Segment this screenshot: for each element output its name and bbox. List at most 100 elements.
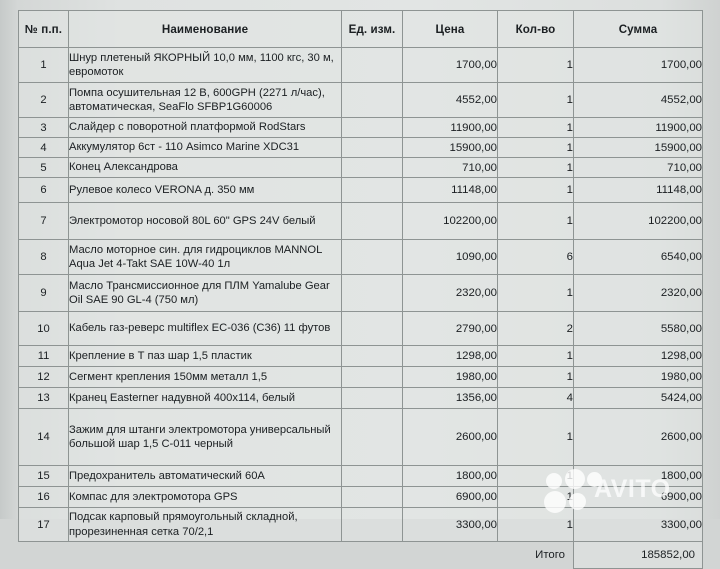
row-unit — [341, 311, 403, 346]
row-number: 9 — [18, 274, 69, 312]
row-quantity: 1 — [497, 345, 574, 367]
row-number: 4 — [18, 137, 69, 158]
row-number: 16 — [18, 486, 69, 508]
row-name: Предохранитель автоматический 60А — [68, 465, 342, 487]
totals-spacer — [19, 542, 498, 569]
row-sum: 2320,00 — [573, 274, 703, 312]
row-name: Рулевое колесо VERONA д. 350 мм — [68, 177, 342, 203]
row-name: Шнур плетеный ЯКОРНЫЙ 10,0 мм, 1100 кгс,… — [68, 47, 342, 83]
row-name: Зажим для штанги электромотора универсал… — [68, 408, 342, 466]
row-sum: 1700,00 — [573, 47, 703, 83]
table-header: № п.п. Наименование Ед. изм. Цена Кол-во… — [18, 10, 703, 48]
row-name: Конец Александрова — [68, 157, 342, 178]
row-sum: 710,00 — [573, 157, 703, 178]
column-header-sum: Сумма — [573, 10, 703, 48]
row-sum: 6900,00 — [573, 486, 703, 508]
row-quantity: 1 — [497, 202, 574, 240]
column-header-price: Цена — [402, 10, 498, 48]
row-sum: 6540,00 — [573, 239, 703, 275]
row-number: 15 — [18, 465, 69, 487]
row-number: 17 — [18, 507, 69, 542]
table-row: 10 Кабель газ-реверс multiflex EC-036 (C… — [18, 311, 703, 346]
row-unit — [341, 486, 403, 508]
row-quantity: 1 — [497, 177, 574, 203]
row-quantity: 4 — [497, 387, 574, 409]
table-row: 1 Шнур плетеный ЯКОРНЫЙ 10,0 мм, 1100 кг… — [18, 47, 703, 83]
row-unit — [341, 239, 403, 275]
row-quantity: 1 — [497, 274, 574, 312]
table-body: 1 Шнур плетеный ЯКОРНЫЙ 10,0 мм, 1100 кг… — [18, 47, 703, 569]
column-header-quantity: Кол-во — [497, 10, 574, 48]
row-number: 13 — [18, 387, 69, 409]
row-number: 12 — [18, 366, 69, 388]
row-price: 3300,00 — [402, 507, 498, 542]
row-price: 102200,00 — [402, 202, 498, 240]
row-sum: 2600,00 — [573, 408, 703, 466]
table-row: 7 Электромотор носовой 80L 60" GPS 24V б… — [18, 202, 703, 240]
row-sum: 1980,00 — [573, 366, 703, 388]
row-quantity: 1 — [497, 366, 574, 388]
row-sum: 15900,00 — [573, 137, 703, 158]
row-name: Крепление в Т паз шар 1,5 пластик — [68, 345, 342, 367]
row-name: Сегмент крепления 150мм металл 1,5 — [68, 366, 342, 388]
row-unit — [341, 202, 403, 240]
row-number: 8 — [18, 239, 69, 275]
row-unit — [341, 408, 403, 466]
row-price: 6900,00 — [402, 486, 498, 508]
row-price: 15900,00 — [402, 137, 498, 158]
row-unit — [341, 387, 403, 409]
row-number: 14 — [18, 408, 69, 466]
row-price: 1700,00 — [402, 47, 498, 83]
row-name: Помпа осушительная 12 В, 600GPH (2271 л/… — [68, 82, 342, 118]
row-unit — [341, 366, 403, 388]
row-price: 1090,00 — [402, 239, 498, 275]
row-quantity: 1 — [497, 47, 574, 83]
table-row: 6 Рулевое колесо VERONA д. 350 мм 11148,… — [18, 177, 703, 203]
column-header-name: Наименование — [68, 10, 342, 48]
row-number: 2 — [18, 82, 69, 118]
row-quantity: 1 — [497, 157, 574, 178]
table-row: 17 Подсак карповый прямоугольный складно… — [18, 507, 703, 542]
table-row: 14 Зажим для штанги электромотора универ… — [18, 408, 703, 466]
row-unit — [341, 157, 403, 178]
row-unit — [341, 507, 403, 542]
row-unit — [341, 137, 403, 158]
row-quantity: 1 — [497, 408, 574, 466]
table-row: 15 Предохранитель автоматический 60А 180… — [18, 465, 703, 487]
row-quantity: 2 — [497, 311, 574, 346]
row-unit — [341, 345, 403, 367]
row-name: Компас для электромотора GPS — [68, 486, 342, 508]
row-number: 11 — [18, 345, 69, 367]
row-number: 7 — [18, 202, 69, 240]
row-name: Слайдер с поворотной платформой RodStars — [68, 117, 342, 138]
row-quantity: 6 — [497, 239, 574, 275]
totals-row: Итого 185852,00 — [19, 541, 703, 569]
row-sum: 1298,00 — [573, 345, 703, 367]
invoice-table: № п.п. Наименование Ед. изм. Цена Кол-во… — [18, 10, 703, 569]
row-name: Кабель газ-реверс multiflex EC-036 (C36)… — [68, 311, 342, 346]
table-row: 16 Компас для электромотора GPS 6900,00 … — [18, 486, 703, 508]
row-price: 11900,00 — [402, 117, 498, 138]
row-price: 2790,00 — [402, 311, 498, 346]
row-price: 1298,00 — [402, 345, 498, 367]
row-unit — [341, 47, 403, 83]
row-sum: 102200,00 — [573, 202, 703, 240]
row-name: Аккумулятор 6ст - 110 Asimco Marine XDC3… — [68, 137, 342, 158]
row-sum: 3300,00 — [573, 507, 703, 542]
table-row: 9 Масло Трансмиссионное для ПЛМ Yamalube… — [18, 274, 703, 312]
table-row: 8 Масло моторное син. для гидроциклов MA… — [18, 239, 703, 275]
row-name: Кранец Easterner надувной 400x114, белый — [68, 387, 342, 409]
row-price: 1980,00 — [402, 366, 498, 388]
row-price: 2600,00 — [402, 408, 498, 466]
total-value: 185852,00 — [573, 541, 703, 569]
row-price: 4552,00 — [402, 82, 498, 118]
table-row: 5 Конец Александрова 710,00 1 710,00 — [18, 157, 703, 178]
row-number: 5 — [18, 157, 69, 178]
row-name: Масло Трансмиссионное для ПЛМ Yamalube G… — [68, 274, 342, 312]
table-row: 3 Слайдер с поворотной платформой RodSta… — [18, 117, 703, 138]
row-price: 11148,00 — [402, 177, 498, 203]
row-unit — [341, 82, 403, 118]
row-price: 1800,00 — [402, 465, 498, 487]
row-unit — [341, 117, 403, 138]
row-unit — [341, 465, 403, 487]
